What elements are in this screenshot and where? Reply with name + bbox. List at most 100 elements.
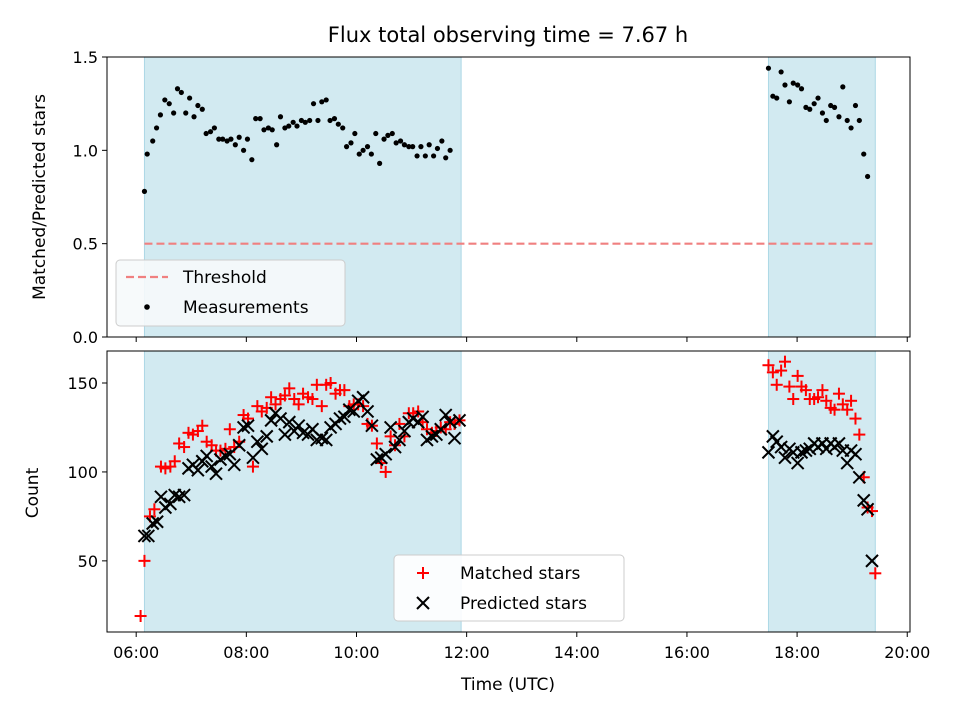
predicted-star-stroke-b (778, 451, 792, 465)
top-y-tick-label: 1.5 (73, 48, 98, 67)
predicted-star-marker (278, 427, 292, 442)
matched-star-marker (148, 503, 161, 516)
bottom-x-tick-label: 08:00 (223, 643, 269, 662)
measurement-point (856, 117, 862, 124)
predicted-star-marker (848, 447, 863, 461)
measurement-point (389, 130, 395, 137)
top-window-1 (767, 56, 876, 338)
bottom-x-tick-label: 10:00 (333, 643, 379, 662)
bottom-legend-box (393, 554, 625, 622)
measurement-point (199, 106, 205, 112)
predicted-star-marker (790, 456, 805, 470)
predicted-star-stroke-b (255, 442, 269, 456)
predicted-star-stroke-b (860, 502, 875, 516)
measurement-point (340, 125, 346, 131)
measurement-point (397, 138, 404, 144)
predicted-star-stroke-b (154, 490, 168, 504)
predicted-star-stroke-b (227, 458, 241, 472)
top-y-tick-label: 0.0 (73, 328, 98, 347)
chart-title: Flux total observing time = 7.67 h (328, 23, 688, 47)
measurement-point (220, 136, 226, 142)
measurement-point (790, 80, 796, 86)
predicted-star-stroke-b (852, 470, 867, 484)
top-y-tick-label: 0.5 (73, 235, 98, 254)
measurement-point (171, 110, 177, 116)
matched-star-marker (370, 437, 383, 450)
predicted-star-stroke-b (794, 445, 809, 460)
predicted-star-stroke-b (434, 422, 448, 436)
matched-star-marker (292, 398, 305, 411)
measurement-point (249, 157, 255, 163)
top-legend-threshold-label: Threshold (182, 268, 267, 288)
measurement-point (364, 144, 371, 150)
measurement-point (298, 117, 305, 124)
predicted-star-marker (356, 390, 370, 404)
top-x-ticks (135, 337, 908, 342)
predicted-star-marker (388, 440, 402, 454)
predicted-star-stroke-b (370, 452, 384, 467)
matched-star-marker (783, 380, 796, 393)
measurement-point (191, 114, 197, 120)
predicted-star-stroke-b (146, 516, 160, 531)
measurement-point (257, 116, 263, 122)
matched-star-marker (134, 609, 147, 622)
bottom-y-tick-label: 100 (67, 463, 98, 482)
predicted-star-stroke-b (282, 415, 297, 429)
predicted-star-marker (415, 410, 430, 424)
predicted-star-stroke-b (278, 427, 292, 442)
matched-star-marker (828, 403, 841, 416)
measurement-point (319, 99, 325, 105)
measurement-point (150, 138, 156, 144)
measurement-point (828, 102, 834, 109)
top-y-tick-label: 1.0 (73, 141, 98, 160)
measurement-point (153, 125, 160, 131)
predicted-star-marker (365, 418, 379, 433)
measurement-point (811, 101, 817, 107)
predicted-star-marker (255, 442, 269, 456)
measurement-point (166, 101, 172, 107)
matched-star-marker (138, 554, 151, 567)
predicted-star-stroke-b (319, 433, 333, 447)
predicted-star-stroke-b (365, 418, 379, 433)
predicted-star-marker (227, 458, 241, 472)
matched-star-marker (820, 394, 833, 407)
measurement-point (414, 153, 420, 159)
predicted-star-marker (452, 413, 467, 428)
predicted-star-marker (392, 433, 407, 447)
predicted-star-stroke-b (774, 440, 788, 454)
bottom-plot-frame (106, 350, 911, 633)
measurement-point (418, 144, 424, 150)
bottom-y-axis-label: Count (23, 467, 43, 518)
matched-star-marker (306, 393, 319, 406)
measurement-point (174, 86, 181, 92)
bottom-legend-matched-swatch (417, 567, 429, 579)
measurement-point (240, 147, 247, 153)
measurement-point (434, 145, 441, 152)
bottom-x-ticks: 06:00 08:00 10:00 12:00 14:00 16:00 18:00 20:00 (113, 632, 930, 662)
measurement-point (352, 130, 358, 137)
predicted-star-marker (378, 447, 393, 461)
predicted-star-marker (141, 529, 156, 543)
predicted-star-stroke-b (209, 467, 223, 481)
matched-star-marker (853, 428, 866, 441)
measurement-point (795, 82, 801, 88)
predicted-star-marker (236, 420, 251, 435)
measurement-point (232, 142, 238, 148)
predicted-star-marker (857, 493, 871, 508)
predicted-star-stroke-b (425, 429, 439, 444)
measurement-point (302, 119, 308, 125)
measurement-point (335, 121, 341, 127)
matched-star-marker (869, 567, 882, 580)
predicted-star-stroke-b (260, 429, 274, 444)
predicted-star-stroke-b (832, 436, 846, 451)
measurement-point (426, 142, 432, 148)
predicted-star-marker (434, 422, 448, 436)
measurement-point (848, 125, 854, 131)
predicted-star-stroke-b (347, 404, 361, 419)
predicted-star-marker (794, 445, 809, 460)
predicted-star-stroke-b (305, 422, 320, 436)
measurement-point (269, 127, 275, 133)
measurement-point (348, 140, 354, 146)
measurement-point (187, 95, 193, 101)
measurement-point (265, 125, 271, 131)
